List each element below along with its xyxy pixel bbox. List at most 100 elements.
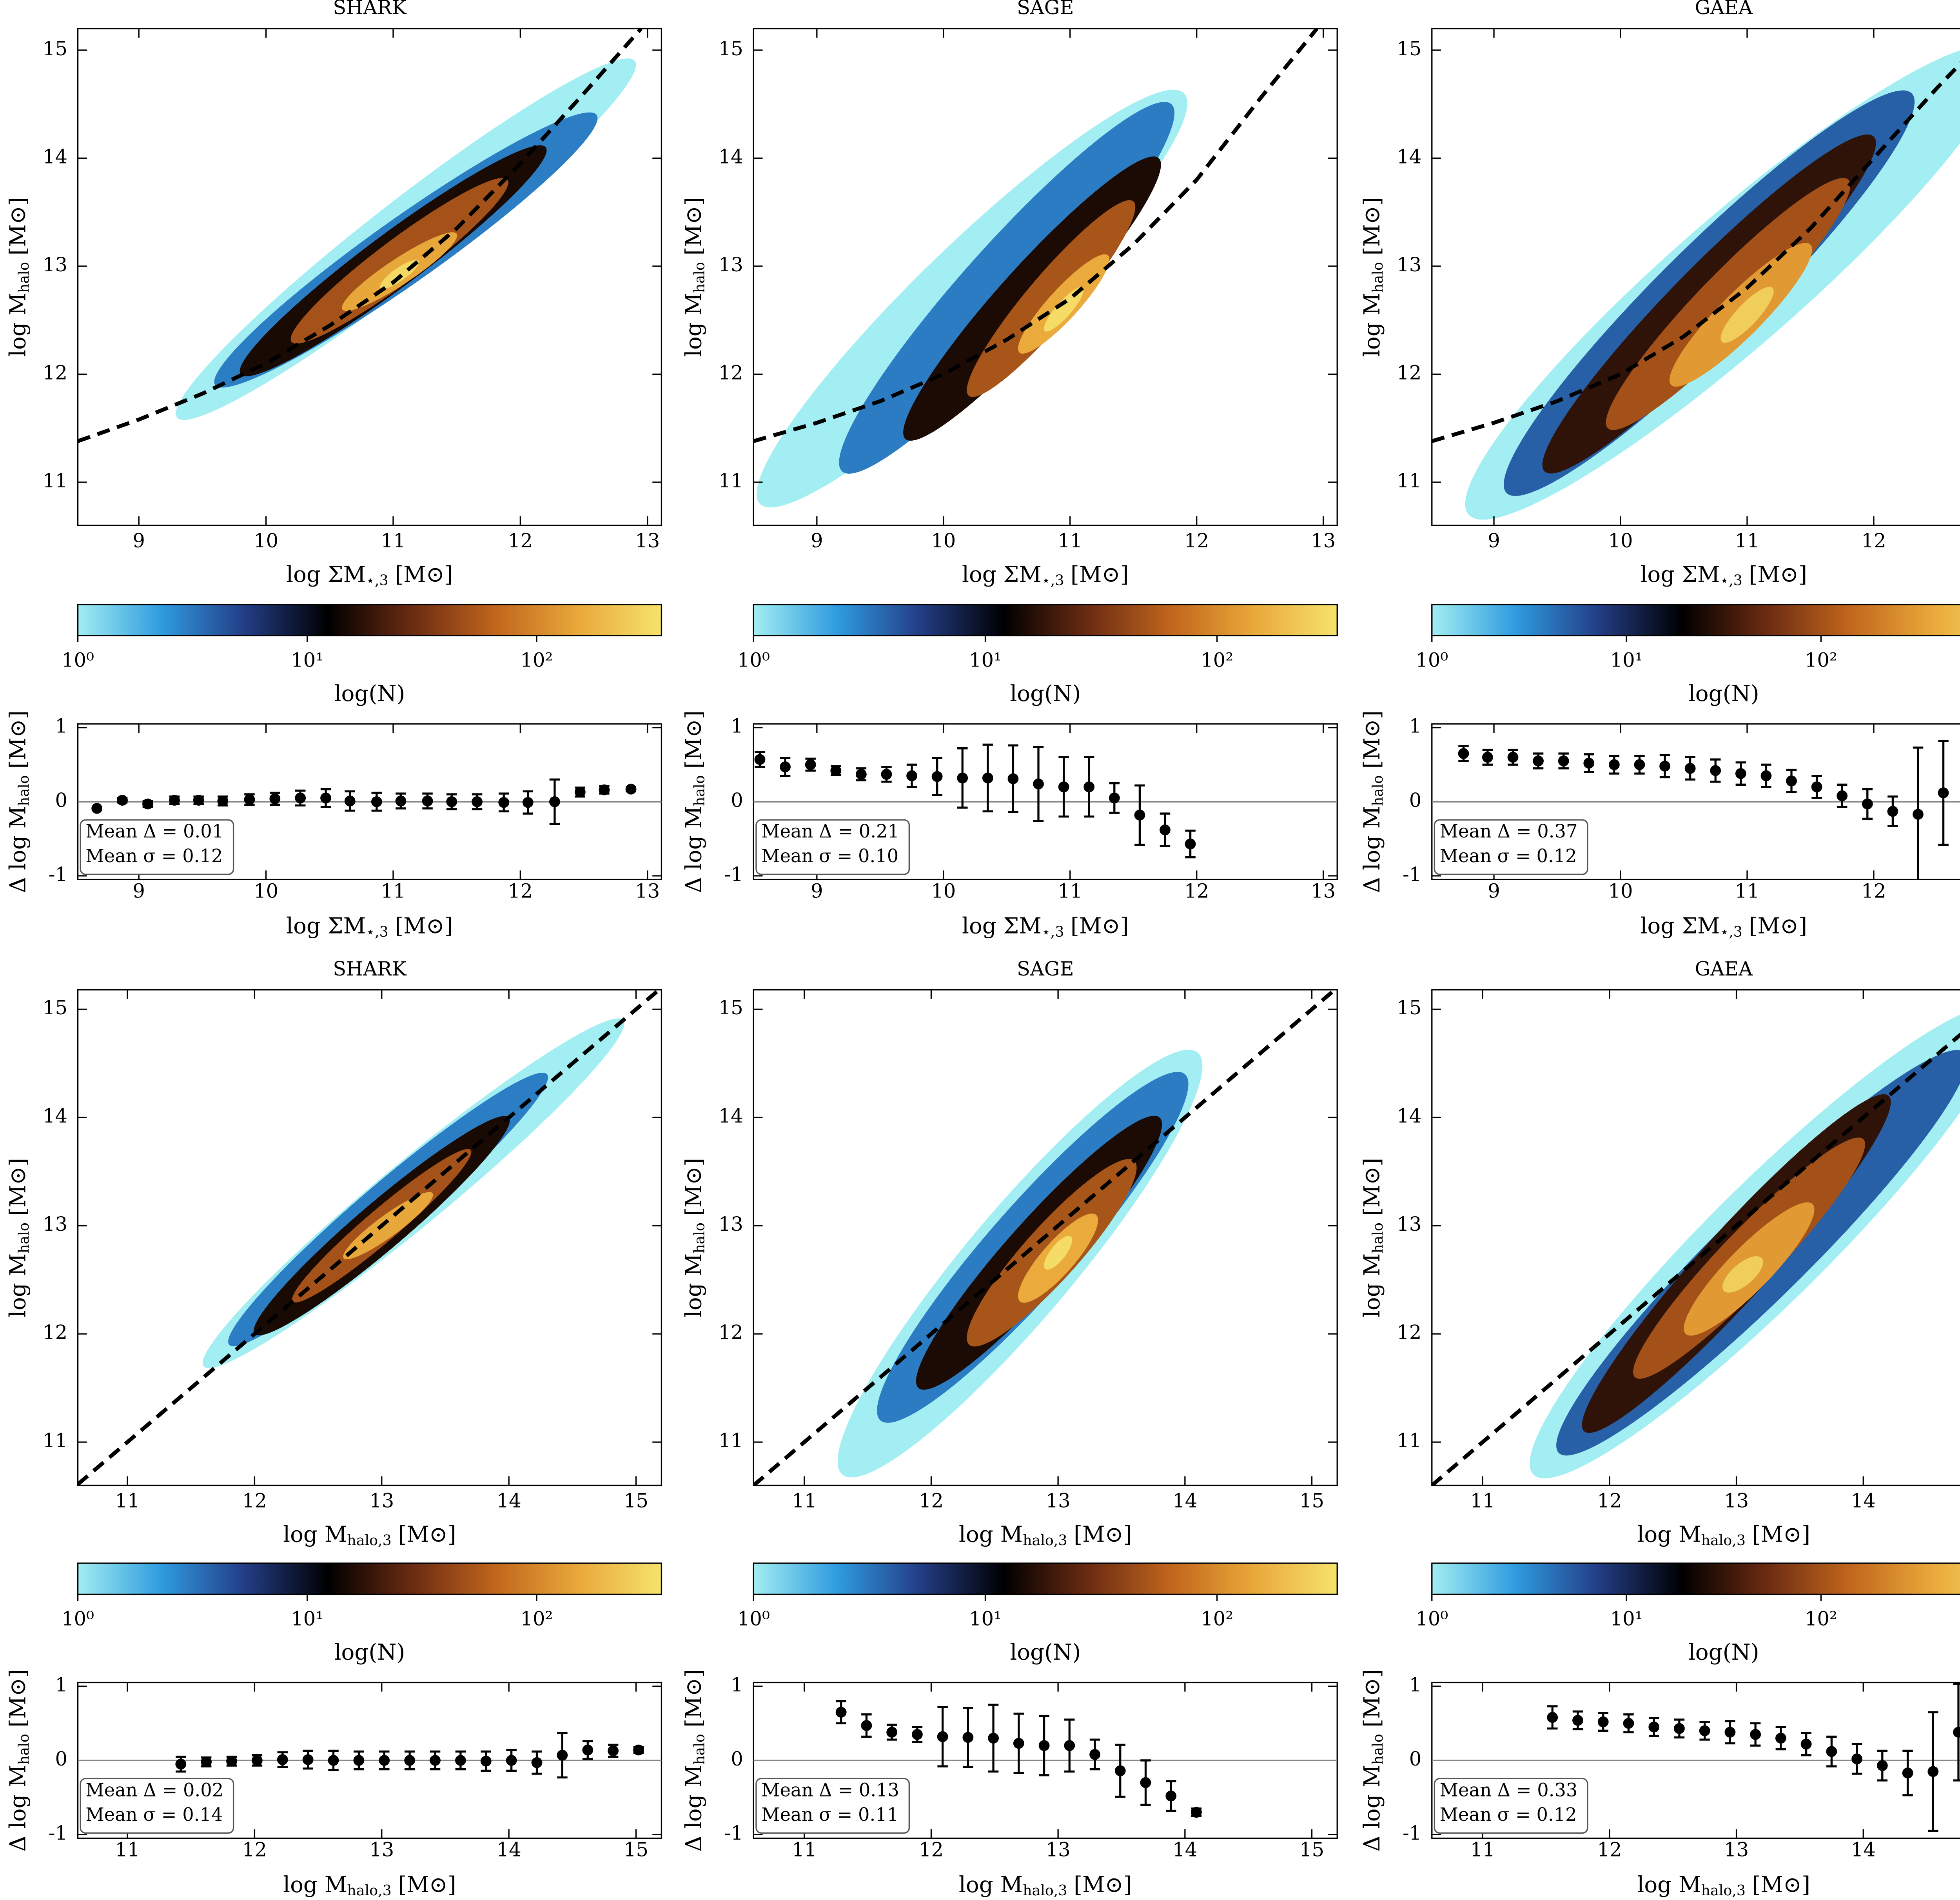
data-point [1064,1740,1075,1751]
residual-area [835,1700,1202,1818]
label-sub: ⋆,3 [1720,923,1742,940]
data-point [142,798,153,810]
data-point [1608,759,1620,770]
data-point [91,803,103,814]
data-point [1083,781,1095,792]
x-tick-label: 14 [1851,1489,1876,1512]
axis-label: log Mhalo [M⊙] [1359,1158,1386,1317]
panel-title: GAEA [1695,957,1753,980]
data-point [1458,748,1469,759]
x-tick-label: 11 [1058,529,1082,552]
colorbar-label: log(N) [1688,1640,1759,1665]
axis-label: log ΣM⋆,3 [M⊙] [286,562,453,589]
data-point [957,772,968,784]
data-point [1800,1738,1812,1750]
label-sub: halo,3 [347,1882,391,1899]
data-point [1007,773,1019,785]
data-point [1826,1746,1837,1757]
label-sub: halo,3 [1023,1531,1067,1548]
label-unit: [M⊙] [681,197,706,256]
x-tick-label: 13 [369,1838,394,1861]
data-point [1902,1767,1913,1778]
x-tick-label: 11 [381,879,405,902]
data-point [302,1754,314,1765]
x-tick-label: 14 [497,1838,521,1861]
axis-label: log Mhalo [M⊙] [5,1158,32,1317]
y-tick-label: 12 [1397,1321,1421,1344]
label-unit: [M⊙] [398,1872,456,1897]
annotation: Mean σ = 0.11 [761,1804,898,1825]
y-tick-label: 13 [1397,1213,1421,1235]
axis-label: Δ log Mhalo [M⊙] [681,710,708,893]
label-sub: halo [15,775,32,806]
data-point [295,792,306,804]
y-tick-label: 14 [1397,145,1421,168]
data-point [1558,755,1569,767]
y-tick-label: 12 [719,1321,743,1344]
data-point [1033,778,1044,790]
colorbar-tick-label: 10¹ [1610,1608,1643,1630]
x-tick-label: 15 [624,1838,648,1861]
annotation: Mean σ = 0.12 [1440,1804,1577,1825]
label-unit: [M⊙] [398,1522,456,1547]
data-point [226,1755,237,1767]
data-point [1038,1740,1050,1751]
plot-area [78,990,662,1486]
y-tick-label: 12 [1397,361,1421,384]
y-tick-label: 13 [43,1213,67,1235]
label-main: Δ log M [1359,806,1385,893]
label-unit: [M⊙] [1752,1522,1811,1547]
y-tick-label: -1 [49,1822,67,1844]
data-point [881,768,892,780]
axis-label: log Mhalo [M⊙] [1359,197,1386,357]
x-tick-label: 12 [919,1838,944,1861]
label-unit: [M⊙] [1749,913,1807,939]
annotation-box [80,819,234,875]
label-main: Δ log M [1359,1765,1385,1852]
data-point [1134,809,1145,821]
data-point [805,759,816,770]
data-point [1837,790,1848,801]
colorbar-tick-label: 10¹ [291,648,323,671]
x-tick-label: 15 [1299,1838,1324,1861]
axis-label: log ΣM⋆,3 [M⊙] [962,913,1129,940]
annotation: Mean σ = 0.10 [761,845,898,866]
fit-line [1432,1032,1960,1486]
label-unit: [M⊙] [1359,197,1385,256]
data-point [506,1755,517,1766]
axis-label: log Mhalo,3 [M⊙] [283,1522,456,1548]
axis-label: log ΣM⋆,3 [M⊙] [1640,913,1807,940]
label-main: log M [283,1872,347,1897]
x-tick-label: 12 [508,879,533,902]
y-tick-label: 14 [719,1104,743,1127]
colorbar-label: log(N) [334,681,405,707]
data-point [1114,1765,1126,1776]
data-point [217,796,229,807]
x-tick-label: 12 [1861,529,1886,552]
data-point [1185,838,1196,850]
label-sub: halo [1369,775,1386,806]
x-tick-label: 11 [115,1838,140,1861]
axis-label: log Mhalo,3 [M⊙] [959,1872,1132,1898]
axes-frame [753,28,1338,526]
colorbar [753,1562,1338,1595]
annotation: Mean Δ = 0.02 [85,1779,223,1800]
data-point [988,1733,999,1744]
data-point [269,793,281,805]
data-point [962,1732,974,1743]
colorbar [77,604,662,636]
data-point [886,1727,898,1738]
y-tick-label: -1 [1403,1822,1421,1844]
label-sub: halo [691,1734,708,1765]
colorbar-tick-label: 10⁰ [737,1608,770,1630]
label-sub: ⋆,3 [366,572,388,589]
axis-label: log Mhalo,3 [M⊙] [283,1872,456,1898]
data-point [1507,752,1519,763]
data-point [395,796,407,807]
label-main: Δ log M [5,1765,31,1852]
annotation-box [755,1778,910,1834]
data-point [175,1758,187,1770]
panel-title: GAEA [1695,0,1753,19]
y-tick-label: 13 [1397,253,1421,276]
x-tick-label: 10 [931,879,956,902]
